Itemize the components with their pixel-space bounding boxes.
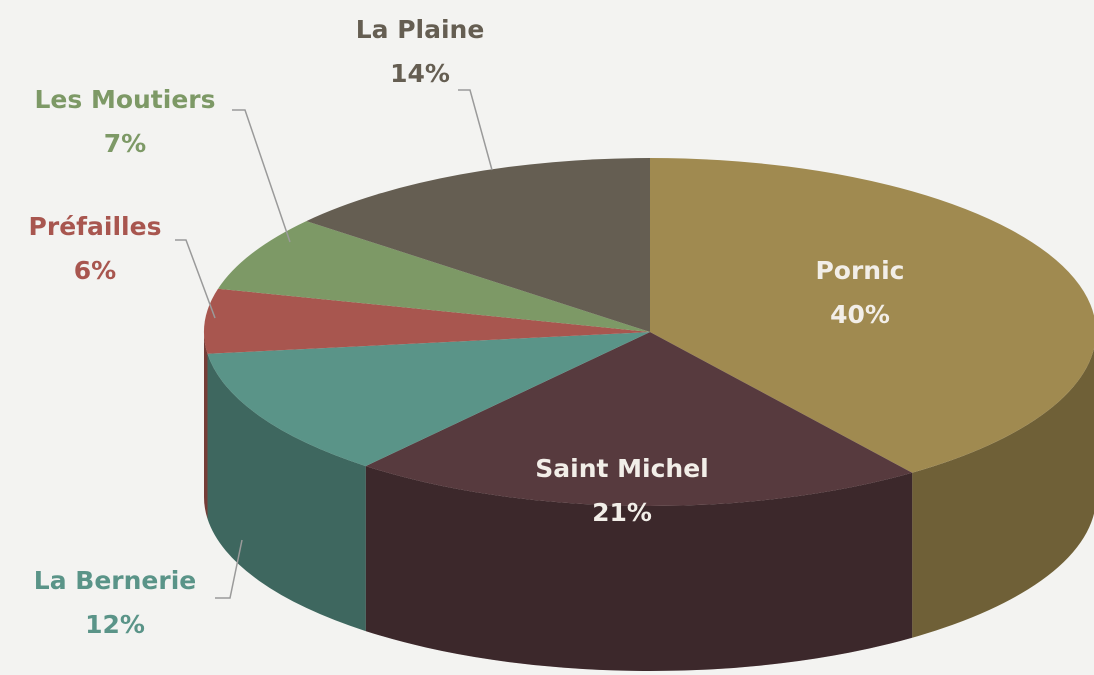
pie-side bbox=[912, 348, 1094, 638]
value-label: 40% bbox=[830, 300, 890, 329]
category-label: La Bernerie bbox=[34, 566, 196, 595]
pie-side-shade bbox=[365, 466, 913, 672]
category-label: Les Moutiers bbox=[34, 85, 215, 114]
pie-side-shade bbox=[912, 348, 1094, 638]
labels: Pornic 40% Saint Michel 21% La Bernerie 12% Pr… bbox=[29, 15, 905, 639]
pie-slice bbox=[207, 332, 650, 467]
pie-sides bbox=[204, 332, 1094, 672]
value-label: 6% bbox=[74, 256, 116, 285]
pie-side bbox=[204, 332, 208, 519]
value-label: 12% bbox=[85, 610, 145, 639]
leader-lines bbox=[175, 89, 493, 599]
leader-line bbox=[215, 539, 243, 599]
leader-line bbox=[458, 89, 493, 171]
pie-slice bbox=[650, 158, 1094, 473]
pie-slice bbox=[218, 221, 651, 332]
leader-line bbox=[175, 239, 216, 319]
value-label: 7% bbox=[104, 129, 146, 158]
category-label: La Plaine bbox=[356, 15, 485, 44]
pie-side bbox=[365, 466, 913, 672]
category-label: Pornic bbox=[815, 256, 904, 285]
pie-slice bbox=[204, 288, 651, 354]
leader-line bbox=[232, 109, 291, 243]
value-label: 14% bbox=[390, 59, 450, 88]
pie-slice bbox=[365, 332, 913, 507]
pie-side bbox=[207, 353, 366, 632]
pie-slice bbox=[306, 158, 650, 332]
category-label: Saint Michel bbox=[535, 454, 709, 483]
value-label: 21% bbox=[592, 498, 652, 527]
pie-side-shade bbox=[207, 353, 366, 632]
pie-tops bbox=[204, 158, 1094, 507]
pie-side-shade bbox=[204, 332, 208, 519]
category-label: Préfailles bbox=[29, 212, 162, 241]
